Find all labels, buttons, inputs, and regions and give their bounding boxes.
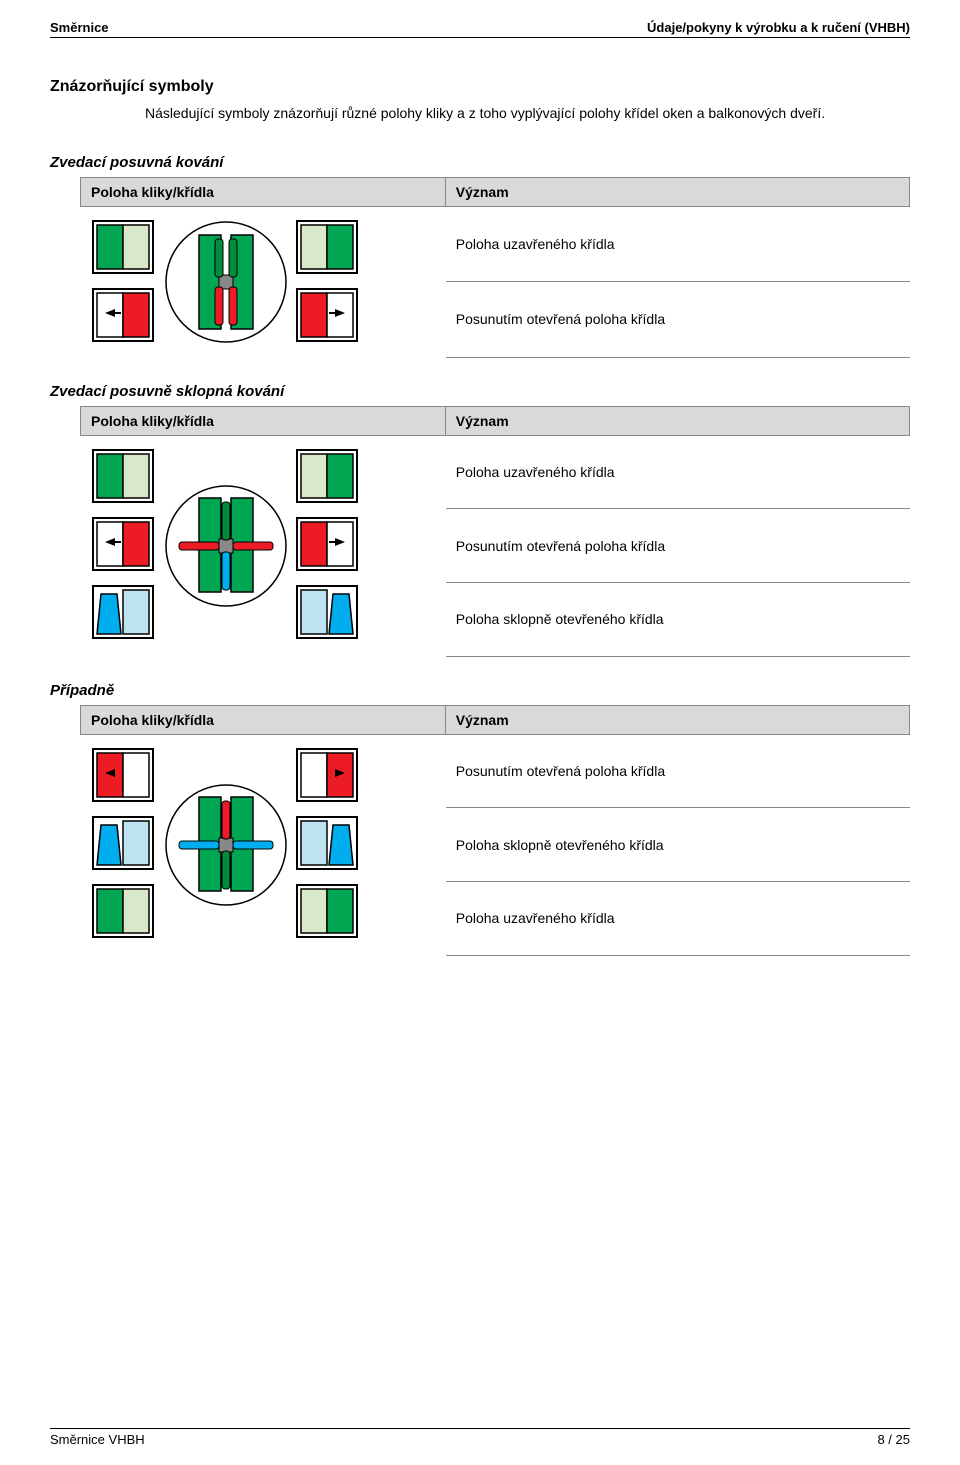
alt-right-icons — [295, 745, 361, 945]
lst-right-icons — [295, 446, 361, 646]
footer-left: Směrnice VHBH — [50, 1432, 145, 1447]
col-header-position: Poloha kliky/křídla — [81, 705, 446, 734]
lst-row0-meaning: Poloha uzavřeného křídla — [445, 435, 909, 509]
col-header-position: Poloha kliky/křídla — [81, 177, 446, 206]
diagram-alternative — [81, 734, 446, 955]
alt-row0-meaning: Posunutím otevřená poloha křídla — [445, 734, 909, 808]
lift-slide-right-icons — [295, 217, 361, 347]
lift-slide-row1-meaning: Posunutím otevřená poloha křídla — [445, 282, 909, 358]
table-lift-slide: Poloha kliky/křídla Význam — [80, 177, 910, 358]
intro-paragraph: Následující symboly znázorňují různé pol… — [145, 104, 910, 124]
lift-slide-left-icons — [91, 217, 157, 347]
diagram-lift-slide — [81, 206, 446, 357]
page-header: Směrnice Údaje/pokyny k výrobku a k ruče… — [50, 20, 910, 38]
alt-center-circle — [161, 745, 291, 945]
lst-center-circle — [161, 446, 291, 646]
col-header-meaning: Význam — [445, 177, 909, 206]
alt-row1-meaning: Poloha sklopně otevřeného křídla — [445, 808, 909, 882]
lst-row1-meaning: Posunutím otevřená poloha křídla — [445, 509, 909, 583]
section-heading-lift-slide: Zvedací posuvná kování — [50, 154, 910, 171]
section-heading-lift-slide-tilt: Zvedací posuvně sklopná kování — [50, 383, 910, 400]
lift-slide-row0-meaning: Poloha uzavřeného křídla — [445, 206, 909, 282]
table-lift-slide-tilt: Poloha kliky/křídla Význam — [80, 406, 910, 657]
document-page: Směrnice Údaje/pokyny k výrobku a k ruče… — [0, 0, 960, 1465]
page-title: Znázorňující symboly — [50, 78, 910, 96]
section-heading-alternative: Případně — [50, 682, 910, 699]
header-left: Směrnice — [50, 20, 109, 35]
col-header-position: Poloha kliky/křídla — [81, 406, 446, 435]
col-header-meaning: Význam — [445, 406, 909, 435]
alt-left-icons — [91, 745, 157, 945]
footer-right: 8 / 25 — [877, 1432, 910, 1447]
lst-left-icons — [91, 446, 157, 646]
header-right: Údaje/pokyny k výrobku a k ručení (VHBH) — [647, 20, 910, 35]
alt-row2-meaning: Poloha uzavřeného křídla — [445, 881, 909, 955]
col-header-meaning: Význam — [445, 705, 909, 734]
table-alternative: Poloha kliky/křídla Význam — [80, 705, 910, 956]
diagram-lift-slide-tilt — [81, 435, 446, 656]
lst-row2-meaning: Poloha sklopně otevřeného křídla — [445, 582, 909, 656]
page-footer: Směrnice VHBH 8 / 25 — [50, 1428, 910, 1447]
lift-slide-center-circle — [161, 217, 291, 347]
